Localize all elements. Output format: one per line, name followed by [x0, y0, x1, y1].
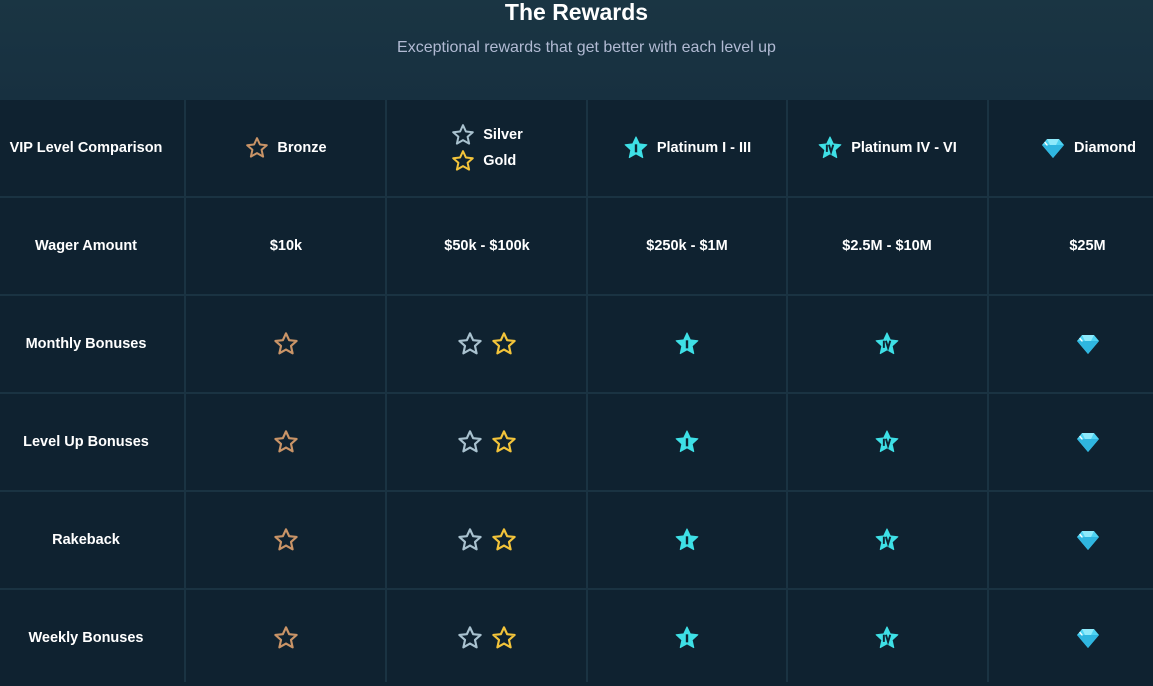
benefit-platinum-iv: [788, 296, 986, 392]
gold-star-icon: [492, 626, 516, 649]
platinum-i-star-icon: [675, 626, 699, 649]
divider: [0, 490, 1153, 492]
divider: [385, 100, 387, 682]
silver-star-icon: [458, 430, 482, 453]
platinum-i-star-icon: [675, 332, 699, 355]
wager-row: Wager Amount $10k $50k - $100k $250k - $…: [0, 198, 1153, 294]
divider: [0, 392, 1153, 394]
wager-platinum-iv: $2.5M - $10M: [842, 238, 932, 254]
level-header-diamond: Diamond: [989, 100, 1153, 196]
wager-row-label: Wager Amount: [34, 238, 138, 254]
wager-platinum-i: $250k - $1M: [646, 238, 728, 254]
level-label-gold: Gold: [483, 153, 517, 169]
benefit-diamond: [989, 394, 1153, 490]
divider: [0, 588, 1153, 590]
bronze-star-icon: [274, 332, 298, 355]
diamond-icon: [1076, 531, 1099, 550]
vip-comparison-table: VIP Level Comparison Bronze Silver: [0, 100, 1153, 682]
benefit-row-label: Level Up Bonuses: [23, 434, 149, 450]
rewards-header: The Rewards Exceptional rewards that get…: [0, 0, 1153, 100]
corner-label: VIP Level Comparison: [9, 140, 163, 156]
wager-diamond: $25M: [1069, 238, 1106, 254]
benefit-platinum-iv: [788, 394, 986, 490]
platinum-i-star-icon: [624, 136, 648, 159]
gold-star-icon: [492, 430, 516, 453]
benefit-silver-gold: [388, 492, 586, 588]
platinum-iv-star-icon: [875, 430, 899, 453]
benefit-diamond: [989, 590, 1153, 686]
platinum-iv-star-icon: [875, 528, 899, 551]
benefit-diamond: [989, 296, 1153, 392]
wager-bronze: $10k: [269, 238, 303, 254]
level-label-platinum-iv: Platinum IV - VI: [851, 140, 957, 156]
level-header-bronze: Bronze: [186, 100, 386, 196]
level-label-diamond: Diamond: [1073, 140, 1136, 156]
gold-star-icon: [492, 528, 516, 551]
platinum-i-star-icon: [675, 528, 699, 551]
platinum-i-star-icon: [675, 430, 699, 453]
benefit-bronze: [186, 492, 386, 588]
divider: [786, 100, 788, 682]
platinum-iv-star-icon: [875, 626, 899, 649]
divider: [586, 100, 588, 682]
benefit-bronze: [186, 394, 386, 490]
platinum-iv-star-icon: [818, 136, 842, 159]
gold-star-icon: [452, 150, 475, 171]
divider: [184, 100, 186, 682]
table-header-row: VIP Level Comparison Bronze Silver: [0, 100, 1153, 196]
level-header-platinum-i: Platinum I - III: [588, 100, 786, 196]
benefit-row: Weekly Bonuses: [0, 590, 1153, 686]
page-subtitle: Exceptional rewards that get better with…: [397, 39, 776, 56]
platinum-iv-star-icon: [875, 332, 899, 355]
gold-star-icon: [492, 332, 516, 355]
bronze-star-icon: [246, 137, 269, 158]
silver-star-icon: [458, 528, 482, 551]
level-label-bronze: Bronze: [277, 140, 327, 156]
diamond-icon: [1076, 433, 1099, 452]
diamond-icon: [1076, 335, 1099, 354]
benefit-platinum-i: [588, 590, 786, 686]
benefit-row-label: Weekly Bonuses: [28, 630, 144, 646]
diamond-icon: [1076, 629, 1099, 648]
benefit-platinum-i: [588, 394, 786, 490]
divider: [0, 196, 1153, 198]
divider: [987, 100, 989, 682]
bronze-star-icon: [274, 430, 298, 453]
level-header-silver-gold: Silver Gold: [388, 100, 586, 196]
level-label-platinum-i: Platinum I - III: [656, 140, 752, 156]
bronze-star-icon: [274, 626, 298, 649]
diamond-icon: [1041, 139, 1064, 158]
silver-star-icon: [458, 626, 482, 649]
divider: [0, 294, 1153, 296]
benefit-platinum-i: [588, 492, 786, 588]
bronze-star-icon: [274, 528, 298, 551]
benefit-row-label: Rakeback: [52, 532, 120, 548]
silver-star-icon: [452, 124, 475, 145]
level-header-platinum-iv: Platinum IV - VI: [788, 100, 986, 196]
level-label-silver: Silver: [483, 127, 523, 143]
benefit-bronze: [186, 590, 386, 686]
benefit-platinum-i: [588, 296, 786, 392]
benefit-row: Rakeback: [0, 492, 1153, 588]
benefit-platinum-iv: [788, 492, 986, 588]
benefit-silver-gold: [388, 394, 586, 490]
benefit-platinum-iv: [788, 590, 986, 686]
benefit-row-label: Monthly Bonuses: [25, 336, 147, 352]
page-title: The Rewards: [504, 0, 649, 25]
benefit-silver-gold: [388, 590, 586, 686]
silver-star-icon: [458, 332, 482, 355]
benefit-bronze: [186, 296, 386, 392]
benefit-row: Level Up Bonuses: [0, 394, 1153, 490]
benefit-silver-gold: [388, 296, 586, 392]
benefit-diamond: [989, 492, 1153, 588]
benefit-row: Monthly Bonuses: [0, 296, 1153, 392]
wager-silver-gold: $50k - $100k: [444, 238, 530, 254]
